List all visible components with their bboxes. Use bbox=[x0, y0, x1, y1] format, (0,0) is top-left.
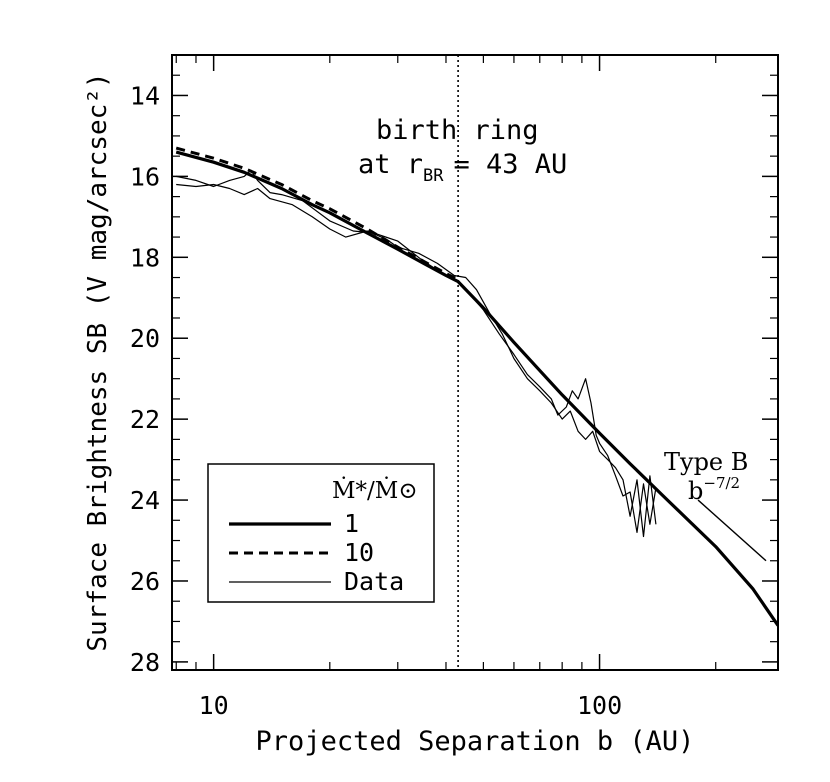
y-tick-label: 28 bbox=[130, 648, 160, 677]
series-line-data-b bbox=[176, 183, 657, 538]
birth-ring-radius-label: at rBR = 43 AU bbox=[358, 149, 567, 186]
y-tick-label: 24 bbox=[130, 486, 160, 515]
birth-ring-label: birth ring bbox=[376, 115, 539, 146]
type-b-power-label: b−7/2 bbox=[688, 474, 740, 505]
y-tick-label: 18 bbox=[130, 243, 160, 272]
x-tick-label: 10 bbox=[199, 691, 229, 720]
series-line-10 bbox=[175, 146, 459, 281]
legend-label-1: 1 bbox=[344, 509, 359, 538]
legend-label-data: Data bbox=[344, 567, 404, 596]
y-tick-label: 14 bbox=[130, 81, 160, 110]
y-tick-label: 20 bbox=[130, 324, 160, 353]
plot-frame bbox=[171, 54, 779, 671]
legend-box bbox=[207, 463, 435, 603]
legend-title: Ṁ*/Ṁ⊙ bbox=[332, 477, 418, 504]
x-tick-label: 100 bbox=[577, 691, 622, 720]
x-axis-label: Projected Separation b (AU) bbox=[256, 726, 695, 757]
y-tick-label: 22 bbox=[130, 405, 160, 434]
legend-label-10: 10 bbox=[344, 538, 374, 567]
y-axis-label: Surface Brightness SB (V mag/arcsec²) bbox=[83, 72, 113, 651]
y-tick-label: 26 bbox=[130, 567, 160, 596]
legend: Ṁ*/Ṁ⊙ 1 10 Data bbox=[207, 463, 435, 603]
y-tick-label: 16 bbox=[130, 162, 160, 191]
type-b-label: Type B bbox=[664, 448, 748, 476]
type-b-reference-line bbox=[697, 499, 767, 562]
